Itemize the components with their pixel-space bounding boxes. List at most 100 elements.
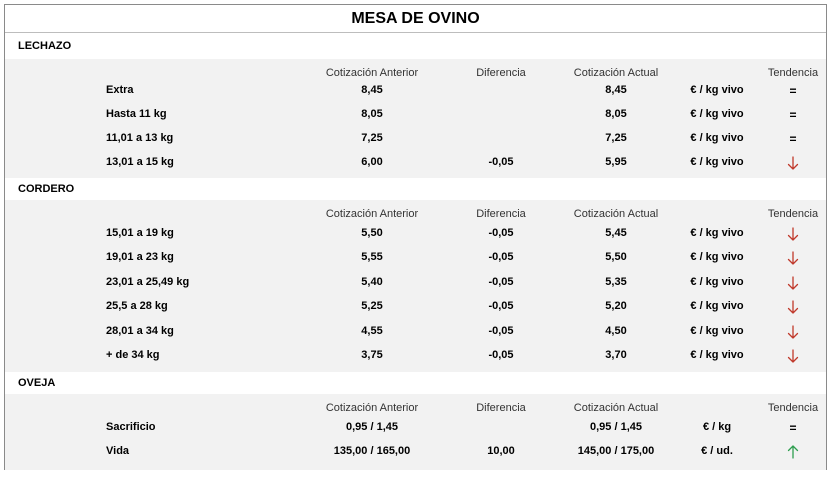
arrow-down-icon (773, 251, 813, 266)
price-difference: -0,05 (488, 251, 514, 264)
arrow-down-icon (773, 349, 813, 364)
price-unit: € / kg vivo (690, 108, 744, 120)
prev-price: 135,00 / 165,00 (333, 445, 411, 457)
header-prev: Cotización Anterior (325, 208, 419, 220)
price-difference: -0,05 (488, 300, 514, 313)
price-difference: -0,05 (488, 156, 514, 168)
prev-price: 5,50 (361, 227, 383, 239)
price-difference: -0,05 (488, 349, 514, 361)
price-unit: € / kg vivo (690, 132, 744, 144)
trend-equal-icon: = (789, 132, 797, 146)
current-price: 0,95 / 1,45 (590, 421, 642, 433)
price-unit: € / kg vivo (690, 156, 744, 168)
table-row: 11,01 a 13 kg 7,25 7,25 € / kg vivo = (5, 132, 826, 152)
arrow-down-icon (773, 324, 813, 340)
row-name: 19,01 a 23 kg (106, 251, 174, 264)
row-name: Hasta 11 kg (106, 108, 167, 120)
section-lechazo-body: Cotización Anterior Diferencia Cotizació… (5, 59, 826, 178)
header-trend: Tendencia (767, 402, 819, 414)
row-name: 23,01 a 25,49 kg (106, 275, 190, 288)
price-unit: € / kg vivo (690, 275, 744, 288)
prev-price: 5,25 (361, 300, 383, 313)
row-name: + de 34 kg (106, 349, 160, 361)
table-row: Sacrificio 0,95 / 1,45 0,95 / 1,45 € / kg = (5, 421, 826, 441)
arrow-up-icon (773, 445, 813, 460)
price-unit: € / kg vivo (690, 251, 744, 264)
current-price: 8,05 (605, 108, 627, 120)
prev-price: 5,40 (361, 275, 383, 288)
price-unit: € / kg vivo (690, 227, 744, 239)
table-row: 15,01 a 19 kg 5,50 -0,05 5,45 € / kg vivo (5, 227, 826, 247)
prev-price: 4,55 (361, 324, 383, 337)
table-row: 25,5 a 28 kg 5,25 -0,05 5,20 € / kg vivo (5, 300, 826, 320)
row-name: 11,01 a 13 kg (106, 132, 174, 144)
header-curr: Cotización Actual (573, 402, 659, 414)
header-trend: Tendencia (767, 67, 819, 79)
row-name: 25,5 a 28 kg (106, 300, 168, 313)
header-diff: Diferencia (476, 67, 526, 79)
section-cordero-body: Cotización Anterior Diferencia Cotizació… (5, 200, 826, 372)
current-price: 4,50 (605, 324, 627, 337)
header-prev: Cotización Anterior (325, 402, 419, 414)
current-price: 145,00 / 175,00 (577, 445, 655, 457)
ovino-price-table: MESA DE OVINO LECHAZO Cotización Anterio… (4, 4, 827, 470)
price-difference: -0,05 (488, 324, 514, 337)
prev-price: 3,75 (361, 349, 383, 361)
table-row: Hasta 11 kg 8,05 8,05 € / kg vivo = (5, 108, 826, 128)
section-cordero-title-band: CORDERO (5, 178, 826, 200)
prev-price: 0,95 / 1,45 (346, 421, 398, 433)
row-name: 15,01 a 19 kg (106, 227, 174, 239)
table-row: Vida 135,00 / 165,00 10,00 145,00 / 175,00 €… (5, 445, 826, 465)
section-title: OVEJA (18, 377, 56, 389)
table-row: 19,01 a 23 kg 5,55 -0,05 5,50 € / kg vivo (5, 251, 826, 271)
table-row: 13,01 a 15 kg 6,00 -0,05 5,95 € / kg vivo (5, 156, 826, 176)
price-unit: € / ud. (701, 445, 733, 457)
current-price: 7,25 (605, 132, 627, 144)
row-name: 13,01 a 15 kg (106, 156, 174, 168)
arrow-down-icon (773, 276, 813, 291)
current-price: 5,95 (605, 156, 627, 168)
current-price: 5,20 (605, 300, 627, 313)
table-title: MESA DE OVINO (5, 5, 826, 33)
trend-equal-icon: = (789, 84, 797, 98)
price-unit: € / kg vivo (690, 300, 744, 313)
current-price: 8,45 (605, 84, 627, 96)
arrow-down-icon (773, 156, 813, 171)
row-name: Sacrificio (106, 421, 156, 433)
header-curr: Cotización Actual (573, 67, 659, 79)
section-oveja-title-band: OVEJA (5, 372, 826, 394)
section-title: CORDERO (18, 183, 75, 195)
header-curr: Cotización Actual (573, 208, 659, 220)
header-prev: Cotización Anterior (325, 67, 419, 79)
arrow-down-icon (773, 227, 813, 242)
trend-equal-icon: = (789, 108, 797, 122)
current-price: 5,45 (605, 227, 627, 239)
current-price: 5,50 (605, 251, 627, 264)
prev-price: 5,55 (361, 251, 383, 264)
row-name: 28,01 a 34 kg (106, 324, 174, 337)
table-row: 28,01 a 34 kg 4,55 -0,05 4,50 € / kg vivo (5, 325, 826, 345)
section-oveja-body: Cotización Anterior Diferencia Cotizació… (5, 394, 826, 470)
price-difference: -0,05 (488, 227, 514, 239)
arrow-down-icon (773, 300, 813, 315)
price-difference: 10,00 (487, 445, 515, 457)
section-lechazo-title-band: LECHAZO (5, 33, 826, 59)
row-name: Vida (106, 445, 130, 457)
row-name: Extra (106, 84, 134, 96)
prev-price: 8,05 (361, 108, 383, 120)
price-difference: -0,05 (488, 275, 514, 288)
section-title: LECHAZO (18, 40, 72, 52)
price-unit: € / kg vivo (690, 324, 744, 337)
trend-equal-icon: = (789, 421, 797, 435)
current-price: 5,35 (605, 275, 627, 288)
current-price: 3,70 (605, 349, 627, 361)
table-row: 23,01 a 25,49 kg 5,40 -0,05 5,35 € / kg vivo (5, 276, 826, 296)
prev-price: 8,45 (361, 84, 383, 96)
prev-price: 6,00 (361, 156, 383, 168)
price-unit: € / kg vivo (690, 349, 744, 361)
price-unit: € / kg vivo (690, 84, 744, 96)
header-trend: Tendencia (767, 208, 819, 220)
price-unit: € / kg (702, 421, 732, 433)
header-diff: Diferencia (476, 402, 526, 414)
header-diff: Diferencia (476, 208, 526, 220)
